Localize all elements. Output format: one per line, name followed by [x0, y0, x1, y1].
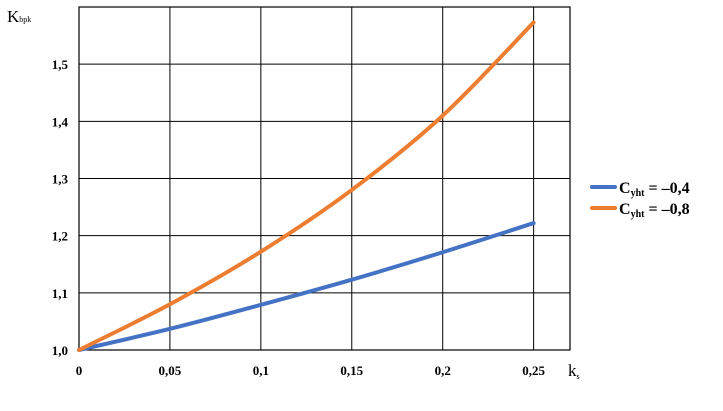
grid-lines	[78, 6, 571, 351]
x-tick-label: 0,05	[159, 363, 182, 378]
y-tick-label: 1,2	[52, 229, 68, 244]
y-tick-label: 1,4	[52, 114, 69, 129]
x-tick-label: 0,25	[522, 363, 545, 378]
y-tick-label: 1,0	[52, 343, 68, 358]
y-tick-labels: 1,0 1,1 1,2 1,3 1,4 1,5	[52, 57, 69, 358]
legend-item-series-2: Cyht = –0,8	[590, 201, 690, 220]
legend: Cyht = –0,4 Cyht = –0,8	[590, 180, 690, 220]
series-line-2	[77, 20, 536, 352]
x-tick-label: 0,1	[253, 363, 269, 378]
x-tick-label: 0,2	[435, 363, 451, 378]
y-tick-label: 1,3	[52, 172, 69, 187]
series-lines	[77, 20, 536, 352]
legend-label-series-2: Cyht = –0,8	[619, 201, 690, 220]
x-tick-label: 0,15	[340, 363, 363, 378]
x-tick-label: 0	[76, 363, 83, 378]
y-axis-label: Kbpk	[7, 7, 31, 26]
series-line-1	[77, 221, 536, 352]
x-axis-label: ks	[568, 361, 580, 381]
y-tick-label: 1,1	[52, 286, 68, 301]
legend-item-series-1: Cyht = –0,4	[590, 180, 690, 199]
x-tick-labels: 0 0,05 0,1 0,15 0,2 0,25	[76, 363, 546, 378]
y-tick-label: 1,5	[52, 57, 69, 72]
legend-label-series-1: Cyht = –0,4	[619, 180, 690, 199]
